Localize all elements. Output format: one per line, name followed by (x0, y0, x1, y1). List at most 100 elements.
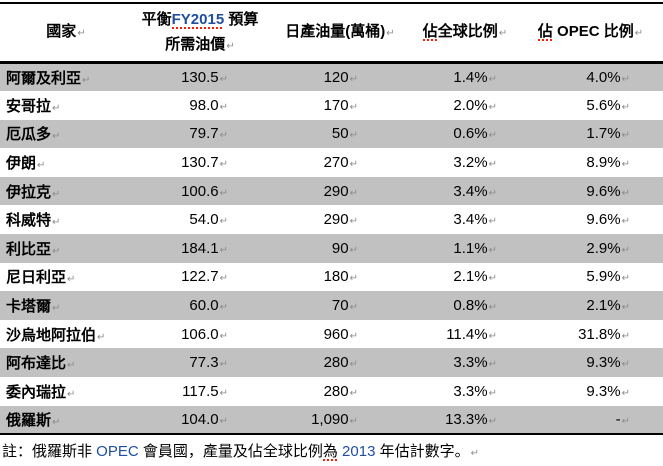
paragraph-return-mark-icon: ↵ (219, 216, 228, 228)
paragraph-return-mark-icon: ↵ (621, 359, 630, 371)
column-header-daily-output: 日產油量(萬桶)↵ (268, 3, 412, 64)
paragraph-return-mark-icon: ↵ (488, 187, 497, 199)
paragraph-return-mark-icon: ↵ (52, 131, 61, 143)
footnote: 註：俄羅斯非 OPEC 會員國，產量及佔全球比例為 2013 年估計數字。↵ (0, 441, 663, 464)
cell-value: 伊朗 (6, 155, 37, 173)
text-segment: 佔 (537, 23, 553, 42)
paragraph-return-mark-icon: ↵ (621, 330, 630, 342)
paragraph-return-mark-icon: ↵ (634, 28, 644, 39)
cell-value: 270 (323, 154, 349, 172)
paragraph-return-mark-icon: ↵ (349, 216, 358, 228)
text-segment: 國家 (46, 23, 77, 40)
table-row: 利比亞↵ 184.1↵ 90↵ 1.1%↵ 2.9%↵ (0, 234, 663, 263)
paragraph-return-mark-icon: ↵ (349, 415, 358, 427)
price-cell: 130.7↵ (132, 148, 268, 177)
opec-share-cell: -↵ (518, 406, 663, 435)
cell-value: 13.3% (445, 410, 488, 428)
global-share-cell: 2.1%↵ (412, 263, 518, 292)
cell-value: - (615, 410, 621, 428)
paragraph-return-mark-icon: ↵ (52, 102, 61, 114)
price-cell: 117.5↵ (132, 377, 268, 406)
table-row: 伊朗↵ 130.7↵ 270↵ 3.2%↵ 8.9%↵ (0, 148, 663, 177)
cell-value: 100.6 (181, 182, 219, 200)
cell-value: 290 (323, 182, 349, 200)
opec-share-cell: 1.7%↵ (518, 120, 663, 149)
paragraph-return-mark-icon: ↵ (621, 415, 630, 427)
paragraph-return-mark-icon: ↵ (219, 415, 228, 427)
price-cell: 122.7↵ (132, 263, 268, 292)
table-row: 卡塔爾↵ 60.0↵ 70↵ 0.8%↵ 2.1%↵ (0, 291, 663, 320)
column-header-budget-price: 平衡FY2015 預算 所需油價↵ (132, 3, 268, 64)
price-cell: 184.1↵ (132, 234, 268, 263)
opec-share-cell: 8.9%↵ (518, 148, 663, 177)
opec-budget-price-table: 國家 ↵ 平衡FY2015 預算 所需油價↵ 日產油量(萬桶)↵ 佔全球比例↵ 佔 OPEC… (0, 2, 663, 436)
paragraph-return-mark-icon: ↵ (52, 188, 61, 200)
table-row: 委內瑞拉↵ 117.5↵ 280↵ 3.3%↵ 9.3%↵ (0, 377, 663, 406)
paragraph-return-mark-icon: ↵ (52, 217, 61, 229)
paragraph-return-mark-icon: ↵ (488, 330, 497, 342)
table-row: 俄羅斯↵ 104.0↵ 1,090↵ 13.3%↵ -↵ (0, 405, 663, 435)
paragraph-return-mark-icon: ↵ (349, 244, 358, 256)
paragraph-return-mark-icon: ↵ (349, 130, 358, 142)
cell-value: 厄瓜多 (6, 126, 52, 144)
text-segment: 為 (322, 443, 338, 463)
price-cell: 130.5↵ (132, 63, 268, 92)
country-name-cell: 尼日利亞↵ (0, 263, 132, 292)
table-row: 厄瓜多↵ 79.7↵ 50↵ 0.6%↵ 1.7%↵ (0, 119, 663, 149)
output-cell: 960↵ (268, 320, 412, 349)
text-segment: 佔 (422, 23, 438, 42)
table-row: 科威特↵ 54.0↵ 290↵ 3.4%↵ 9.6%↵ (0, 205, 663, 235)
cell-value: 120 (323, 69, 349, 87)
paragraph-return-mark-icon: ↵ (488, 216, 497, 228)
cell-value: 960 (323, 325, 349, 343)
price-cell: 106.0↵ (132, 320, 268, 349)
paragraph-return-mark-icon: ↵ (621, 187, 630, 199)
price-cell: 98.0↵ (132, 91, 268, 120)
global-share-cell: 11.4%↵ (412, 320, 518, 349)
paragraph-return-mark-icon: ↵ (349, 101, 358, 113)
global-share-cell: 0.6%↵ (412, 120, 518, 149)
country-name-cell: 委內瑞拉↵ (0, 377, 132, 406)
cell-value: 11.4% (446, 325, 488, 343)
cell-value: 70 (331, 297, 349, 315)
column-header-global-share: 佔全球比例↵ (412, 3, 518, 64)
paragraph-return-mark-icon: ↵ (52, 245, 61, 257)
price-cell: 77.3↵ (132, 348, 268, 377)
price-cell: 54.0↵ (132, 205, 268, 234)
paragraph-return-mark-icon: ↵ (621, 302, 630, 314)
opec-share-cell: 2.1%↵ (518, 291, 663, 320)
cell-value: 79.7 (189, 125, 219, 143)
cell-value: 5.6% (586, 96, 621, 114)
cell-value: 3.3% (453, 354, 488, 372)
global-share-cell: 1.4%↵ (412, 63, 518, 92)
paragraph-return-mark-icon: ↵ (349, 74, 358, 86)
paragraph-return-mark-icon: ↵ (67, 274, 76, 286)
paragraph-return-mark-icon: ↵ (349, 273, 358, 285)
output-cell: 180↵ (268, 263, 412, 292)
column-header-opec-share: 佔 OPEC 比例↵ (518, 3, 663, 64)
cell-value: 170 (323, 96, 349, 114)
cell-value: 60.0 (189, 297, 219, 315)
cell-value: 98.0 (189, 96, 219, 114)
global-share-cell: 13.3%↵ (412, 406, 518, 435)
cell-value: 3.4% (453, 182, 488, 200)
output-cell: 1,090↵ (268, 406, 412, 435)
global-share-cell: 1.1%↵ (412, 234, 518, 263)
opec-share-cell: 31.8%↵ (518, 320, 663, 349)
country-name-cell: 伊拉克↵ (0, 177, 132, 206)
cell-value: 阿布達比 (6, 355, 67, 373)
output-cell: 120↵ (268, 63, 412, 92)
cell-value: 安哥拉 (6, 97, 52, 115)
output-cell: 170↵ (268, 91, 412, 120)
global-share-cell: 2.0%↵ (412, 91, 518, 120)
paragraph-return-mark-icon: ↵ (621, 130, 630, 142)
paragraph-return-mark-icon: ↵ (488, 101, 497, 113)
cell-value: 130.7 (181, 154, 219, 172)
global-share-cell: 3.3%↵ (412, 348, 518, 377)
paragraph-return-mark-icon: ↵ (349, 330, 358, 342)
text-segment: 年估計數字。 (375, 443, 470, 461)
paragraph-return-mark-icon: ↵ (82, 75, 91, 87)
cell-value: 104.0 (181, 410, 219, 428)
paragraph-return-mark-icon: ↵ (621, 387, 630, 399)
paragraph-return-mark-icon: ↵ (621, 216, 630, 228)
